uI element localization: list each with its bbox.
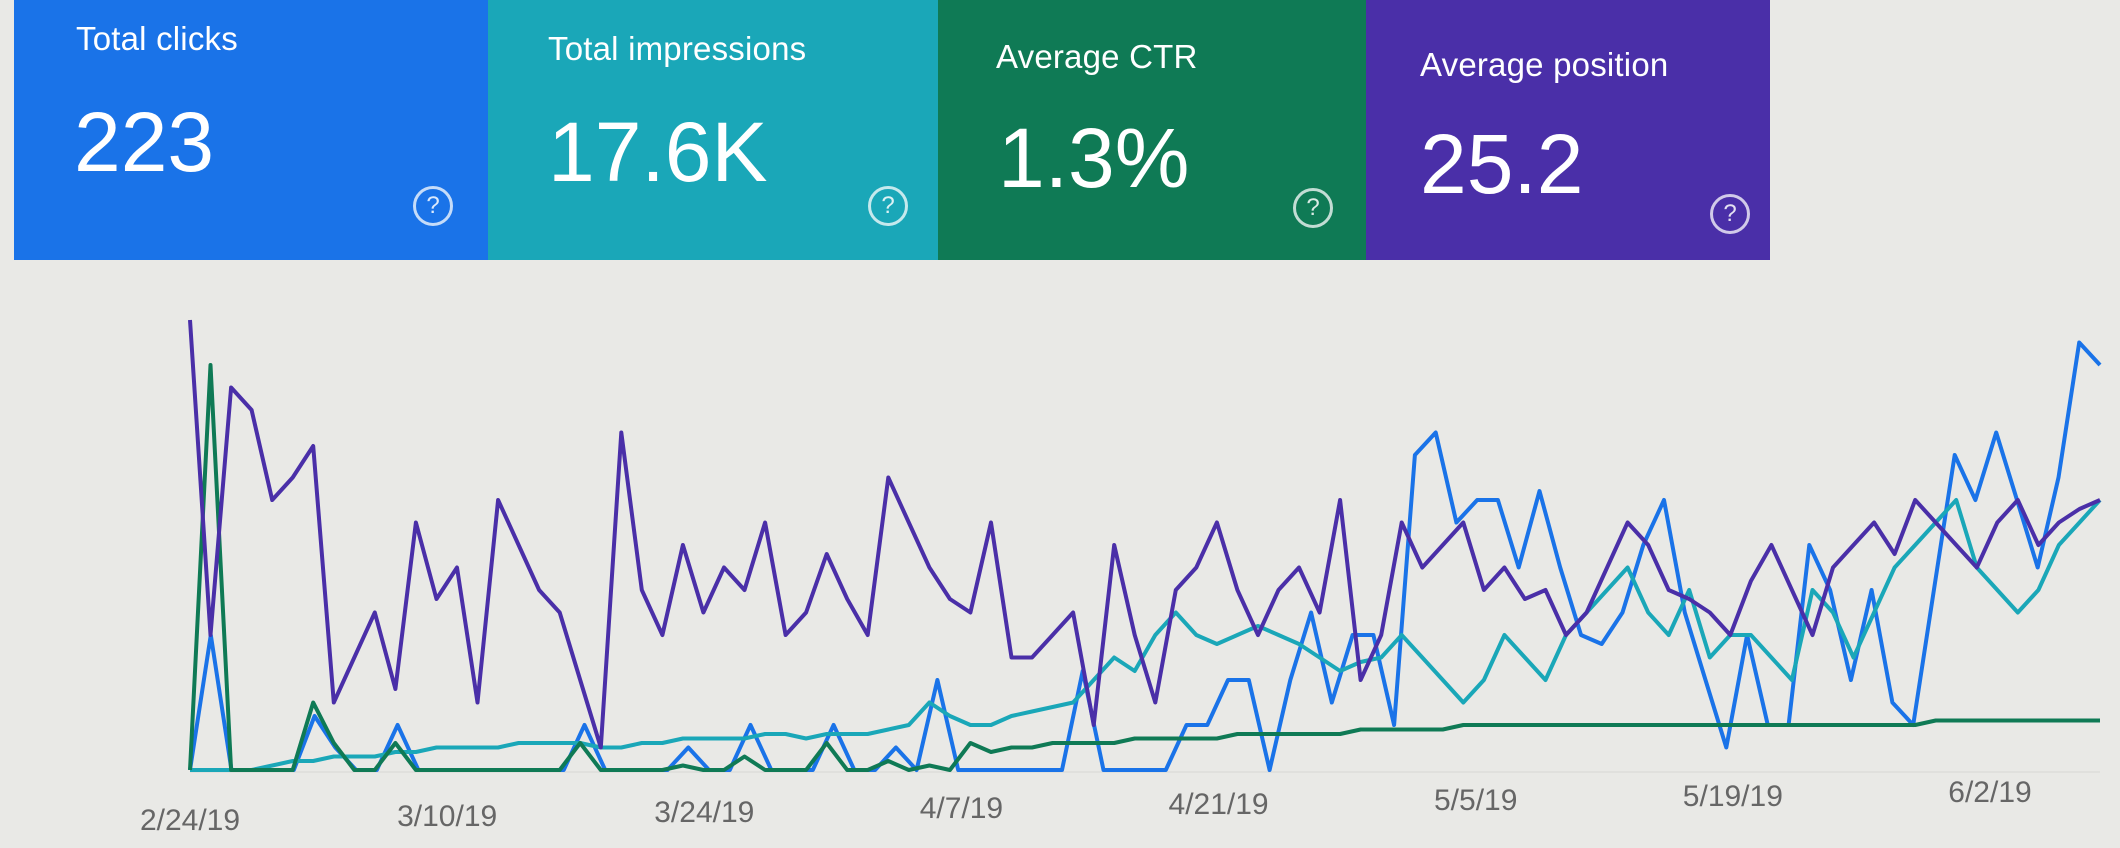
total-impressions-label: Total impressions	[548, 30, 807, 67]
average-position-value: 25.2	[1420, 117, 1584, 211]
total-clicks-value: 223	[74, 95, 215, 189]
series-line-clicks	[188, 340, 2102, 772]
average-position-label: Average position	[1420, 46, 1669, 83]
help-icon[interactable]: ?	[868, 186, 908, 226]
x-tick-label: 3/24/19	[654, 796, 754, 829]
summary-cards: Total clicks 223 ? Total impressions 17.…	[14, 0, 1770, 260]
x-tick-label: 3/10/19	[397, 800, 497, 833]
total-clicks-label: Total clicks	[76, 20, 238, 57]
x-tick-label: 5/19/19	[1683, 780, 1783, 813]
average-ctr-value: 1.3%	[998, 111, 1190, 205]
total-impressions-card[interactable]: Total impressions 17.6K ?	[488, 0, 938, 260]
help-icon[interactable]: ?	[1293, 188, 1333, 228]
series-line-impr	[190, 498, 2102, 772]
x-tick-label: 4/7/19	[920, 792, 1003, 825]
average-ctr-label: Average CTR	[996, 38, 1198, 75]
series-line-pos	[188, 319, 2101, 750]
performance-chart: 2/24/19 3/10/19 3/24/19 4/7/19 4/21/19 5/5/19…	[0, 270, 2120, 848]
total-clicks-card[interactable]: Total clicks 223 ?	[14, 0, 488, 260]
x-tick-label: 5/5/19	[1434, 784, 1517, 817]
x-tick-label: 2/24/19	[140, 804, 240, 837]
average-ctr-card[interactable]: Average CTR 1.3% ?	[938, 0, 1366, 260]
series-line-ctr	[188, 363, 2100, 772]
help-icon[interactable]: ?	[413, 186, 453, 226]
x-tick-label: 4/21/19	[1169, 788, 1269, 821]
help-icon[interactable]: ?	[1710, 194, 1750, 234]
total-impressions-value: 17.6K	[548, 105, 768, 199]
average-position-card[interactable]: Average position 25.2 ?	[1366, 0, 1770, 260]
line-chart-svg: 2/24/19 3/10/19 3/24/19 4/7/19 4/21/19 5/5/19…	[140, 319, 2102, 837]
x-tick-label: 6/2/19	[1948, 776, 2031, 809]
